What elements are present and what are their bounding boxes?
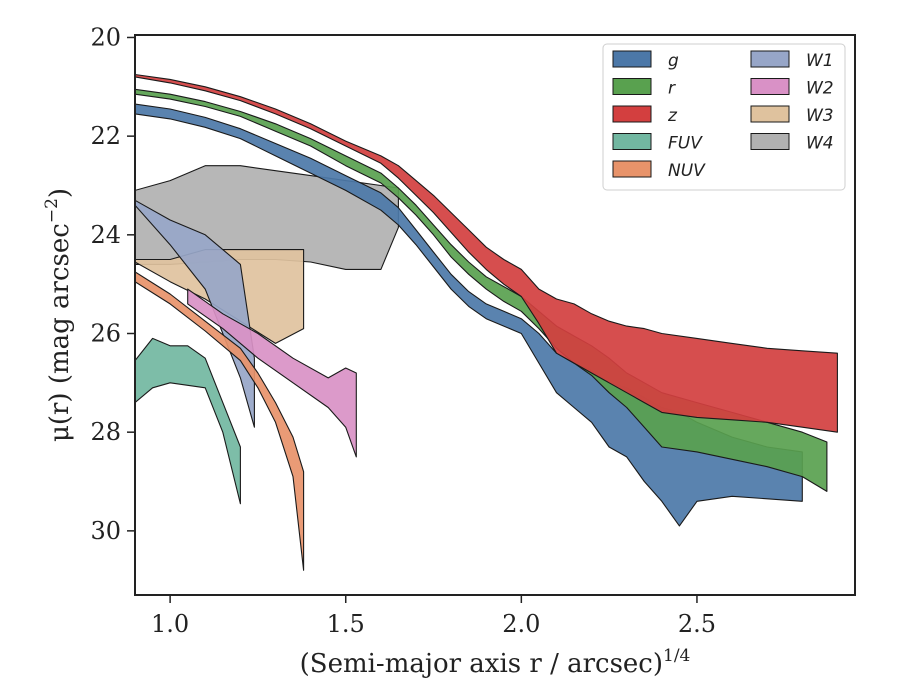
- x-tick-label: 2.0: [502, 610, 540, 638]
- plot-frame: [134, 34, 856, 596]
- axes: 1.0 1.5 2.0 2.5 20 22 24 26 28 30 (Semi-major axis…: [42, 23, 856, 679]
- legend-swatch: [612, 160, 652, 178]
- legend-label: FUV: [668, 134, 703, 154]
- x-axis-label: (Semi-major axis r / arcsec)1/4​: [300, 646, 691, 679]
- legend-item-r: r: [612, 78, 676, 99]
- legend-swatch: [612, 50, 652, 68]
- legend-label: r: [668, 79, 676, 99]
- legend-item-fuv: FUV: [612, 133, 703, 154]
- legend-label: W3: [806, 106, 834, 126]
- y-tick-label: 30: [90, 517, 121, 545]
- legend-swatch: [750, 105, 790, 123]
- legend-swatch: [612, 133, 652, 150]
- legend-item-z: z: [612, 105, 678, 126]
- band-nuv: [135, 271, 305, 571]
- legend-label: g: [668, 51, 679, 71]
- y-tick-label: 22: [90, 122, 121, 150]
- band-fuv: [135, 337, 241, 505]
- legend-label: W1: [806, 51, 834, 71]
- legend-swatch: [750, 133, 790, 150]
- legend-label: z: [667, 106, 678, 126]
- legend-item-w1: W1: [750, 50, 834, 71]
- x-tick-label: 2.5: [678, 610, 716, 638]
- legend-swatch: [750, 78, 790, 95]
- bands: [135, 73, 838, 571]
- legend-item-g: g: [612, 50, 679, 71]
- legend-swatch: [612, 105, 652, 123]
- band-z: [135, 73, 838, 433]
- band-w1: [135, 199, 255, 428]
- band-w2: [187, 288, 357, 458]
- x-tick-label: 1.5: [327, 610, 365, 638]
- y-tick-label: 28: [90, 418, 121, 446]
- band-g: [135, 103, 803, 527]
- legend-label: W4: [806, 134, 834, 154]
- y-tick-label: 20: [90, 23, 121, 51]
- legend: grz FUV NUV W1 W2 W3 W4: [602, 43, 846, 191]
- legend-item-w2: W2: [750, 78, 834, 99]
- legend-swatch: [612, 78, 652, 95]
- x-tick-label: 1.0: [151, 610, 189, 638]
- y-axis-label: μ(r) (mag arcsec−2​): [42, 188, 75, 442]
- legend-swatch: [750, 50, 790, 68]
- legend-item-w3: W3: [750, 105, 834, 126]
- plot-area: [135, 73, 838, 571]
- y-tick-label: 26: [90, 320, 121, 348]
- y-tick-label: 24: [90, 221, 121, 249]
- legend-label: W2: [806, 79, 834, 99]
- legend-label: NUV: [668, 161, 706, 181]
- legend-item-nuv: NUV: [612, 160, 706, 181]
- legend-item-w4: W4: [750, 133, 834, 154]
